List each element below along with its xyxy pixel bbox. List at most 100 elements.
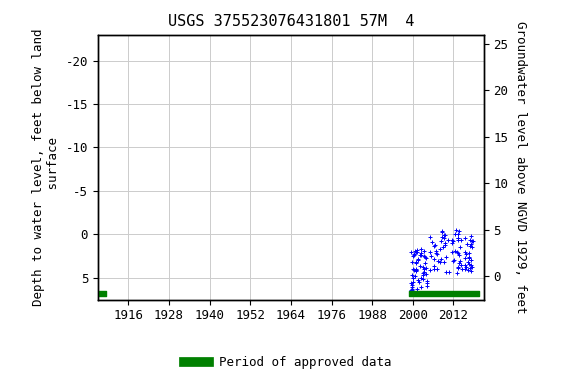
- Point: [444, 237, 453, 243]
- Point: [407, 282, 416, 288]
- Point: [410, 248, 419, 254]
- Title: USGS 375523076431801 57M  4: USGS 375523076431801 57M 4: [168, 14, 414, 29]
- Point: [412, 247, 421, 253]
- Point: [450, 248, 460, 255]
- Point: [454, 252, 463, 258]
- Point: [419, 272, 428, 278]
- Point: [454, 264, 463, 270]
- Point: [419, 253, 429, 259]
- Point: [418, 276, 427, 282]
- Point: [429, 263, 438, 270]
- Point: [421, 271, 430, 278]
- Point: [427, 253, 436, 259]
- Point: [407, 280, 416, 286]
- Point: [412, 266, 421, 273]
- Point: [412, 267, 421, 273]
- Point: [447, 240, 456, 246]
- Point: [463, 241, 472, 247]
- Point: [465, 255, 474, 261]
- Point: [414, 277, 423, 283]
- Point: [419, 270, 428, 276]
- Point: [456, 244, 465, 250]
- Point: [409, 279, 418, 285]
- Point: [456, 237, 465, 243]
- Point: [456, 257, 465, 263]
- Point: [452, 249, 461, 255]
- Point: [438, 228, 447, 235]
- Point: [437, 238, 446, 244]
- Point: [468, 237, 478, 243]
- Point: [440, 232, 449, 238]
- Point: [449, 257, 458, 263]
- Point: [408, 253, 417, 259]
- Point: [416, 252, 426, 258]
- Point: [453, 265, 462, 271]
- Point: [427, 239, 437, 245]
- Point: [431, 250, 441, 256]
- Point: [414, 278, 423, 285]
- Point: [448, 237, 457, 243]
- Point: [460, 255, 469, 262]
- Point: [448, 237, 457, 243]
- Point: [425, 249, 434, 255]
- Point: [407, 284, 416, 290]
- Point: [420, 253, 430, 260]
- Point: [464, 261, 473, 267]
- Point: [468, 264, 477, 270]
- Point: [435, 245, 444, 252]
- Point: [450, 231, 460, 237]
- Point: [419, 269, 429, 275]
- Point: [461, 251, 470, 257]
- Point: [438, 244, 447, 250]
- Point: [420, 260, 430, 266]
- Point: [412, 267, 421, 273]
- Point: [431, 248, 441, 254]
- Point: [422, 283, 431, 289]
- Point: [452, 270, 461, 276]
- Point: [408, 287, 417, 293]
- Point: [435, 258, 445, 265]
- Point: [468, 244, 477, 250]
- Point: [461, 264, 470, 270]
- Point: [423, 278, 432, 284]
- Point: [464, 254, 473, 260]
- Point: [444, 269, 453, 275]
- Point: [467, 241, 476, 247]
- Point: [430, 242, 439, 248]
- Point: [422, 265, 431, 271]
- Point: [412, 248, 421, 255]
- Point: [408, 286, 417, 292]
- Point: [454, 260, 464, 266]
- Point: [422, 255, 431, 261]
- Point: [419, 266, 429, 272]
- Point: [460, 249, 469, 255]
- Point: [453, 231, 463, 237]
- Point: [423, 280, 432, 286]
- Point: [409, 251, 418, 257]
- Point: [463, 266, 472, 273]
- Point: [457, 266, 466, 272]
- Point: [432, 266, 441, 272]
- Point: [440, 242, 449, 248]
- Point: [461, 262, 470, 268]
- Point: [416, 252, 425, 258]
- Point: [464, 250, 473, 257]
- Point: [410, 266, 419, 273]
- Point: [466, 265, 475, 271]
- Point: [430, 256, 439, 262]
- Point: [467, 238, 476, 244]
- Point: [456, 262, 465, 268]
- Point: [407, 258, 416, 265]
- Point: [467, 268, 476, 275]
- Y-axis label: Depth to water level, feet below land
 surface: Depth to water level, feet below land su…: [32, 28, 60, 306]
- Point: [448, 249, 457, 255]
- Point: [412, 258, 421, 265]
- Point: [408, 266, 418, 272]
- Point: [460, 235, 469, 241]
- Point: [437, 228, 446, 234]
- Point: [416, 275, 426, 281]
- Point: [454, 237, 463, 243]
- Point: [439, 235, 448, 241]
- Point: [410, 252, 419, 258]
- Point: [453, 235, 463, 241]
